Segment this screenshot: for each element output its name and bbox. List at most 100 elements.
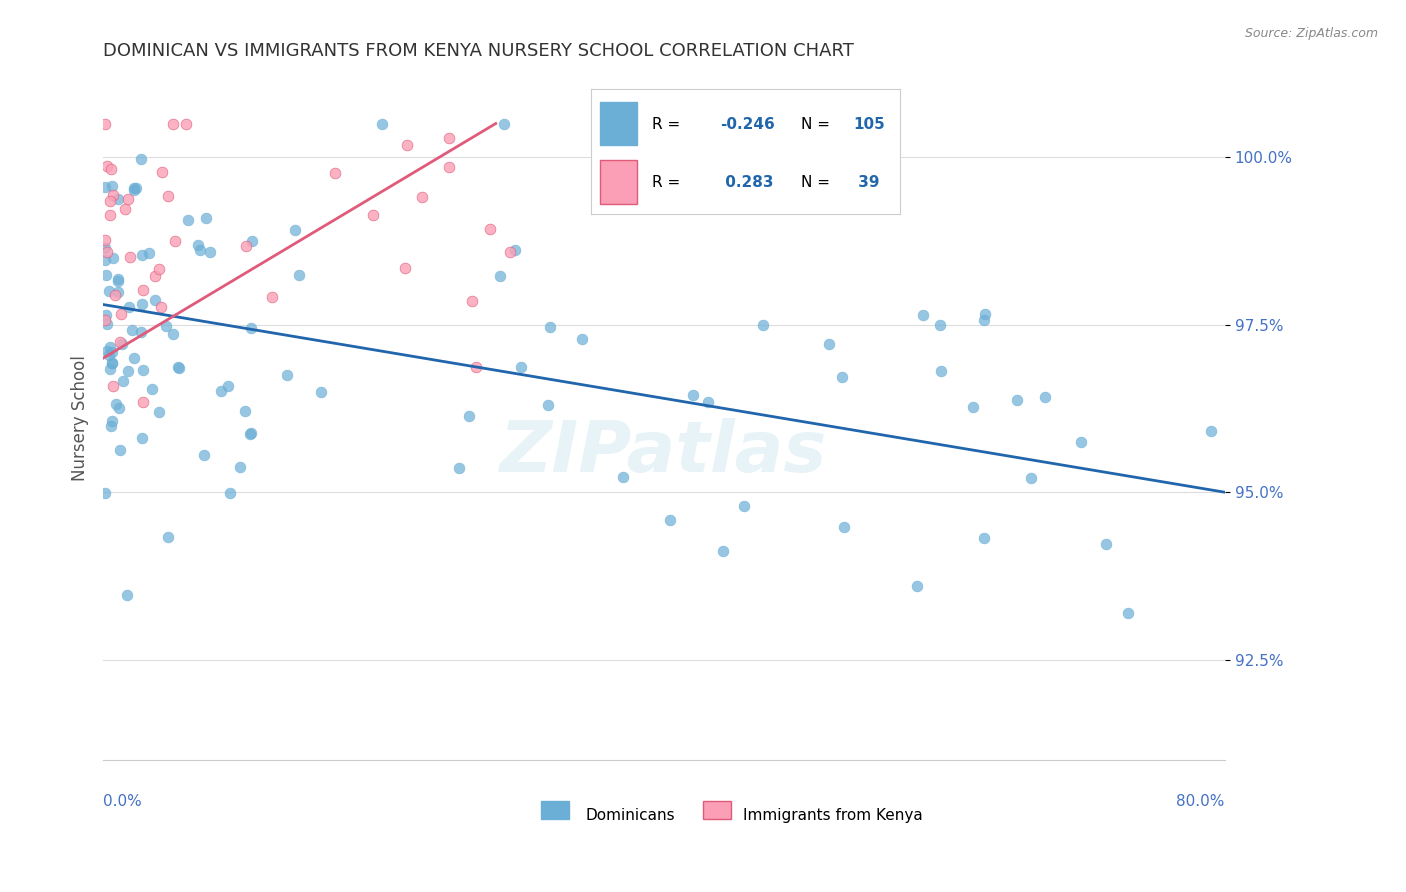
Point <box>457 409 479 423</box>
Point <box>240 426 263 441</box>
Point <box>125 181 148 195</box>
Point <box>122 181 145 195</box>
Text: ZIPatlas: ZIPatlas <box>501 418 828 487</box>
Point <box>974 307 997 321</box>
Point <box>124 351 146 366</box>
Point <box>411 190 433 204</box>
Point <box>195 211 218 225</box>
Point <box>152 165 174 179</box>
Point <box>323 166 346 180</box>
Point <box>131 297 153 311</box>
Point <box>235 239 257 253</box>
Point <box>121 322 143 336</box>
Point <box>94 252 117 267</box>
Text: R =: R = <box>652 176 686 190</box>
Point <box>156 530 179 544</box>
Point <box>115 588 138 602</box>
Point <box>973 313 995 327</box>
Point <box>288 268 311 283</box>
Point <box>503 244 526 258</box>
Point <box>96 344 118 359</box>
Point <box>218 486 240 500</box>
Point <box>262 290 284 304</box>
Point <box>538 319 561 334</box>
Point <box>177 213 200 227</box>
Point <box>101 414 124 428</box>
Point <box>94 308 117 322</box>
Point <box>110 307 132 321</box>
Point <box>138 246 160 260</box>
Point <box>499 244 522 259</box>
Point <box>817 336 839 351</box>
Point <box>98 348 121 362</box>
Point <box>108 442 131 457</box>
Text: Source: ZipAtlas.com: Source: ZipAtlas.com <box>1244 27 1378 40</box>
Point <box>98 208 121 222</box>
Text: N =: N = <box>801 176 835 190</box>
Point <box>571 332 593 346</box>
Point <box>108 401 131 415</box>
Point <box>93 116 115 130</box>
Text: 80.0%: 80.0% <box>1177 794 1225 809</box>
Point <box>107 274 129 288</box>
Point <box>973 531 995 545</box>
Point <box>100 194 122 209</box>
Point <box>117 363 139 377</box>
Text: Dominicans: Dominicans <box>585 808 675 823</box>
Point <box>107 192 129 206</box>
Point <box>537 398 560 412</box>
Point <box>132 395 155 409</box>
Point <box>658 513 681 527</box>
Point <box>929 364 952 378</box>
Point <box>98 340 121 354</box>
Point <box>239 427 262 442</box>
Point <box>912 308 935 322</box>
FancyBboxPatch shape <box>600 161 637 204</box>
Point <box>489 269 512 284</box>
FancyBboxPatch shape <box>703 801 731 819</box>
Point <box>143 268 166 283</box>
Point <box>131 248 153 262</box>
Point <box>100 356 122 370</box>
Point <box>122 183 145 197</box>
Point <box>188 243 211 257</box>
Point <box>111 374 134 388</box>
Point <box>94 233 117 247</box>
Point <box>394 260 416 275</box>
Point <box>187 238 209 252</box>
Point <box>100 344 122 359</box>
Point <box>905 579 928 593</box>
Point <box>697 395 720 409</box>
Point <box>150 300 173 314</box>
Point <box>118 300 141 314</box>
Point <box>155 318 177 333</box>
Point <box>395 138 418 153</box>
Point <box>100 418 122 433</box>
Point <box>148 405 170 419</box>
Point <box>156 189 179 203</box>
Point <box>101 252 124 266</box>
Point <box>101 356 124 370</box>
Point <box>460 294 482 309</box>
Point <box>162 327 184 342</box>
Text: R =: R = <box>652 117 686 132</box>
Point <box>131 152 153 166</box>
Point <box>193 448 215 462</box>
Point <box>100 161 122 176</box>
Point <box>1033 390 1056 404</box>
Point <box>107 272 129 286</box>
Point <box>447 460 470 475</box>
Point <box>96 159 118 173</box>
Point <box>239 321 262 335</box>
Point <box>111 337 134 351</box>
Point <box>928 318 950 332</box>
Point <box>1005 392 1028 407</box>
Point <box>110 334 132 349</box>
Point <box>96 244 118 259</box>
Point <box>510 359 533 374</box>
Point <box>97 285 120 299</box>
Point <box>94 486 117 500</box>
Point <box>240 234 263 248</box>
Point <box>101 188 124 202</box>
Point <box>1199 424 1222 438</box>
